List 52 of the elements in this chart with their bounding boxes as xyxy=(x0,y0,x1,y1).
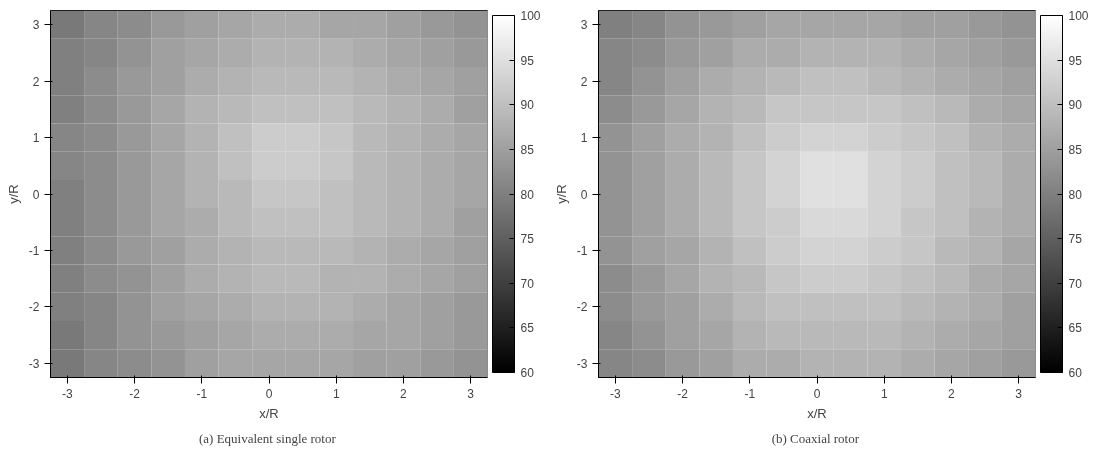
color-bar-label: 65 xyxy=(1068,321,1083,336)
color-bar-label: 90 xyxy=(520,98,535,113)
text: (a) Equivalent single rotor xyxy=(198,430,337,446)
x-tick-label: -2 xyxy=(677,386,689,401)
x-tick-label: -1 xyxy=(196,386,208,401)
y-tick-label: 1 xyxy=(32,131,40,146)
color-bar-label: 60 xyxy=(520,366,535,380)
color-bar-label: 80 xyxy=(1068,187,1083,202)
x-tick-label: -2 xyxy=(129,386,141,401)
x-tick-label: 1 xyxy=(332,386,340,401)
x-axis-title: x/R xyxy=(807,405,827,421)
y-axis-title: y/R xyxy=(553,184,569,204)
color-bar-label: 100 xyxy=(520,9,541,23)
y-tick-label: -3 xyxy=(576,356,588,371)
y-axis-title: y/R xyxy=(5,184,21,204)
color-bar-label: 80 xyxy=(520,187,535,202)
x-tick-label: 2 xyxy=(400,386,408,401)
color-bar-label: 85 xyxy=(520,142,535,157)
color-bar-label: 60 xyxy=(1068,366,1083,380)
y-tick-label: 1 xyxy=(580,131,588,146)
color-bar-label: 95 xyxy=(1068,53,1083,68)
text: (b) Coaxial rotor xyxy=(771,430,860,446)
color-bar-label: 65 xyxy=(520,321,535,336)
color-bar-label: 70 xyxy=(520,276,535,291)
y-tick-label: 3 xyxy=(32,18,40,33)
x-tick-label: -3 xyxy=(61,386,73,401)
y-tick-label: 2 xyxy=(32,74,40,89)
color-bar-label: 85 xyxy=(1068,142,1083,157)
y-tick-label: -1 xyxy=(28,243,40,258)
y-tick-label: -3 xyxy=(28,356,40,371)
x-tick-label: -1 xyxy=(744,386,756,401)
x-tick-label: 0 xyxy=(813,386,821,401)
y-tick-label: 0 xyxy=(32,187,40,202)
x-axis-title: x/R xyxy=(259,405,279,421)
color-bar-label: 75 xyxy=(1068,232,1083,247)
y-tick-label: 3 xyxy=(580,18,588,33)
x-tick-label: 3 xyxy=(1015,386,1023,401)
color-bar-label: 100 xyxy=(1068,9,1089,23)
color-bar-label: 95 xyxy=(520,53,535,68)
y-tick-label: 2 xyxy=(580,74,588,89)
x-tick-label: 1 xyxy=(880,386,888,401)
color-bar-label: 90 xyxy=(1068,98,1083,113)
x-tick-label: 2 xyxy=(948,386,956,401)
y-tick-label: 0 xyxy=(580,187,588,202)
x-tick-label: 0 xyxy=(265,386,273,401)
y-tick-label: -2 xyxy=(576,300,588,315)
color-bar-label: 70 xyxy=(1068,276,1083,291)
color-bar-label: 75 xyxy=(520,232,535,247)
y-tick-label: -2 xyxy=(28,300,40,315)
y-tick-label: -1 xyxy=(576,243,588,258)
x-tick-label: -3 xyxy=(609,386,621,401)
x-tick-label: 3 xyxy=(467,386,475,401)
